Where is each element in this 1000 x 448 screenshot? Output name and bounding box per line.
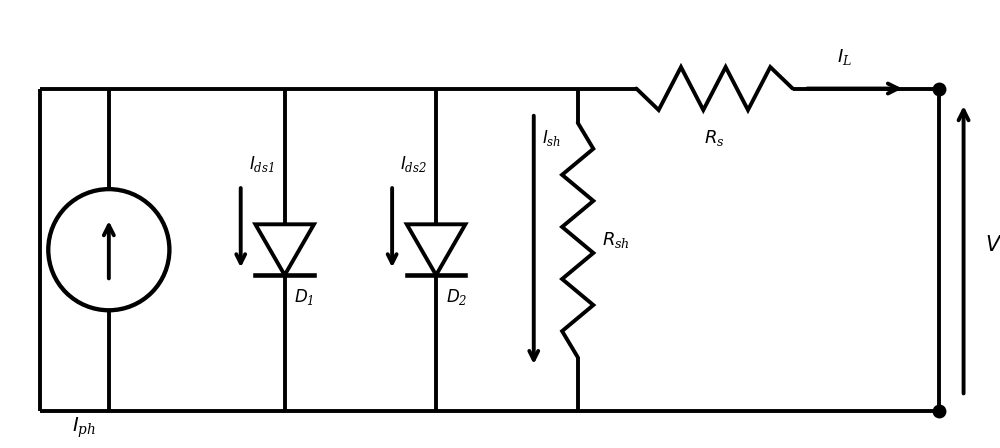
Text: $I_\mathregular{L}$: $I_\mathregular{L}$ [837, 47, 852, 67]
Text: $D_\mathregular{1}$: $D_\mathregular{1}$ [294, 287, 314, 307]
Text: $D_\mathregular{2}$: $D_\mathregular{2}$ [446, 287, 467, 307]
Text: $I_\mathregular{sh}$: $I_\mathregular{sh}$ [542, 128, 561, 147]
Text: $I_\mathregular{ds1}$: $I_\mathregular{ds1}$ [249, 154, 274, 174]
Text: $R_\mathregular{sh}$: $R_\mathregular{sh}$ [602, 230, 630, 250]
Text: $I_\mathregular{ph}$: $I_\mathregular{ph}$ [72, 416, 96, 440]
Text: $V$: $V$ [985, 235, 1000, 255]
Text: $I_\mathregular{ds2}$: $I_\mathregular{ds2}$ [400, 154, 427, 174]
Text: $R_\mathregular{s}$: $R_\mathregular{s}$ [704, 128, 725, 147]
